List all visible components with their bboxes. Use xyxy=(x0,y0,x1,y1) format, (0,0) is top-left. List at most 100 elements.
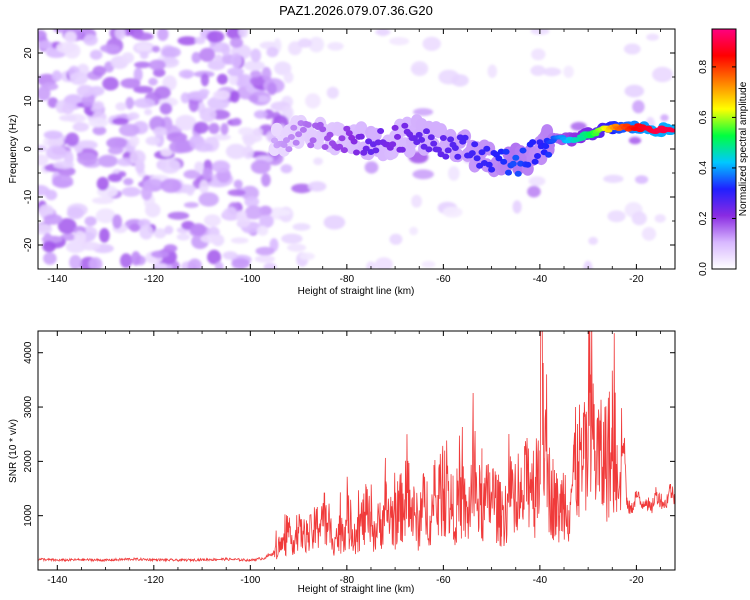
spectrogram-cell xyxy=(154,86,171,100)
spectrogram-cell xyxy=(603,174,624,183)
spectrogram-cell xyxy=(183,169,201,179)
colorbar-tick-label: 0.4 xyxy=(698,161,709,175)
signal-blob-core xyxy=(345,130,353,137)
spectrogram-cell xyxy=(114,29,126,40)
spectrogram-cell xyxy=(487,64,498,78)
spectrogram-cell xyxy=(207,249,222,265)
spectrogram-cell xyxy=(442,206,463,218)
spectrogram-cell xyxy=(623,43,641,55)
spectrogram-cell xyxy=(148,59,166,71)
spectrogram-cell xyxy=(250,48,262,63)
spectrogram-cell xyxy=(227,189,246,197)
spectrogram-cell xyxy=(563,65,574,79)
spectrogram-cell xyxy=(299,252,315,261)
spectrogram-cell xyxy=(38,154,49,166)
signal-blob-core xyxy=(350,138,358,145)
spectrogram-cell xyxy=(157,29,169,41)
spectrogram-cell xyxy=(118,171,127,178)
signal-blob-core xyxy=(338,135,346,142)
signal-blob-core xyxy=(304,121,312,128)
spectrogram-cell xyxy=(178,69,195,79)
signal-blob-halo xyxy=(270,122,283,137)
signal-blob-core xyxy=(283,137,290,144)
signal-blob-core xyxy=(519,147,527,154)
signal-blob-core xyxy=(377,128,385,134)
spectrogram-cell xyxy=(57,218,77,234)
colorbar-ticks: 0.0 0.2 0.4 0.6 0.8 xyxy=(698,60,736,276)
spectrogram-cell xyxy=(624,84,645,98)
spectrogram-cell xyxy=(512,200,522,214)
signal-blob-core xyxy=(321,144,329,150)
spectrogram-cell xyxy=(129,135,140,147)
signal-blob-core xyxy=(473,155,481,162)
spectrogram-cell xyxy=(235,210,247,221)
signal-blob-core xyxy=(309,137,317,144)
signal-blob-core xyxy=(461,134,469,141)
spectrogram-cell xyxy=(225,206,238,220)
spectrogram-cell xyxy=(248,95,259,103)
spectrogram-cell xyxy=(199,47,216,62)
spectrogram-cell xyxy=(250,70,262,78)
spectrogram-cell xyxy=(646,33,659,41)
spectrogram-cell xyxy=(52,174,74,189)
signal-blob-core xyxy=(271,137,278,144)
spectrogram-cell xyxy=(421,260,436,268)
signal-blob-core xyxy=(502,148,510,155)
signal-blob-core xyxy=(488,166,496,173)
spectrogram-cell xyxy=(74,144,83,154)
signal-blob-core xyxy=(534,153,541,159)
spectrogram-y-tick-label: 20 xyxy=(23,47,34,59)
spectrogram-cell xyxy=(283,71,294,84)
signal-blob-core xyxy=(468,150,476,157)
spectrogram-cell xyxy=(121,186,141,197)
spectrogram-cell xyxy=(59,114,77,122)
spectrogram-cell xyxy=(528,176,546,187)
spectrogram-cell xyxy=(229,90,240,103)
spectrogram-cell xyxy=(199,107,217,123)
spectrogram-cell xyxy=(186,184,195,196)
spectrogram-cell xyxy=(73,230,87,244)
spectrogram-x-tick-label: -60 xyxy=(436,274,451,285)
signal-blob-core xyxy=(512,154,520,161)
spectrogram-cell xyxy=(77,152,98,166)
spectrogram-cell xyxy=(144,108,153,116)
spectrogram-frame xyxy=(37,28,676,270)
spectrogram-cell xyxy=(139,224,154,240)
signal-blob-core xyxy=(545,151,553,158)
spectrogram-cell xyxy=(92,197,114,205)
spectrogram-cell xyxy=(256,225,269,236)
spectrogram-cell xyxy=(43,136,65,148)
spectrogram-cell xyxy=(231,117,242,126)
spectrogram-cell xyxy=(542,67,562,77)
signal-blob-core xyxy=(280,142,288,148)
spectrogram-cell xyxy=(69,72,88,85)
spectrogram-cell xyxy=(261,66,272,82)
snr-x-tick-label: -100 xyxy=(240,575,260,586)
spectrogram-cell xyxy=(176,233,191,241)
spectrogram-cell xyxy=(607,210,626,223)
spectrogram-cell xyxy=(211,160,231,173)
spectrogram-cell xyxy=(313,157,323,166)
spectrogram-cell xyxy=(167,211,190,220)
signal-blob-halo xyxy=(355,121,368,136)
spectrogram-cell xyxy=(61,102,75,115)
spectrogram-cell xyxy=(141,185,153,201)
spectrogram-cell xyxy=(47,97,59,108)
snr-x-tick-label: -20 xyxy=(629,575,644,586)
spectrogram-cell xyxy=(527,185,541,198)
signal-blob-core xyxy=(418,136,426,143)
spectrogram-x-tick-label: -140 xyxy=(47,274,67,285)
signal-blob-core xyxy=(326,131,334,138)
spectrogram-cell xyxy=(249,76,265,86)
signal-blob-core xyxy=(509,160,517,167)
spectrogram-cell xyxy=(38,144,47,152)
spectrogram-cell xyxy=(125,96,134,110)
spectrogram-cell xyxy=(635,175,649,184)
spectrogram-cell xyxy=(287,243,307,252)
signal-blob-core xyxy=(336,143,344,150)
spectrogram-cell xyxy=(42,240,56,253)
spectrogram-cell xyxy=(412,169,434,180)
spectrogram-cell xyxy=(97,154,118,168)
spectrogram-cell xyxy=(254,255,275,263)
spectrogram-cell xyxy=(129,150,146,165)
